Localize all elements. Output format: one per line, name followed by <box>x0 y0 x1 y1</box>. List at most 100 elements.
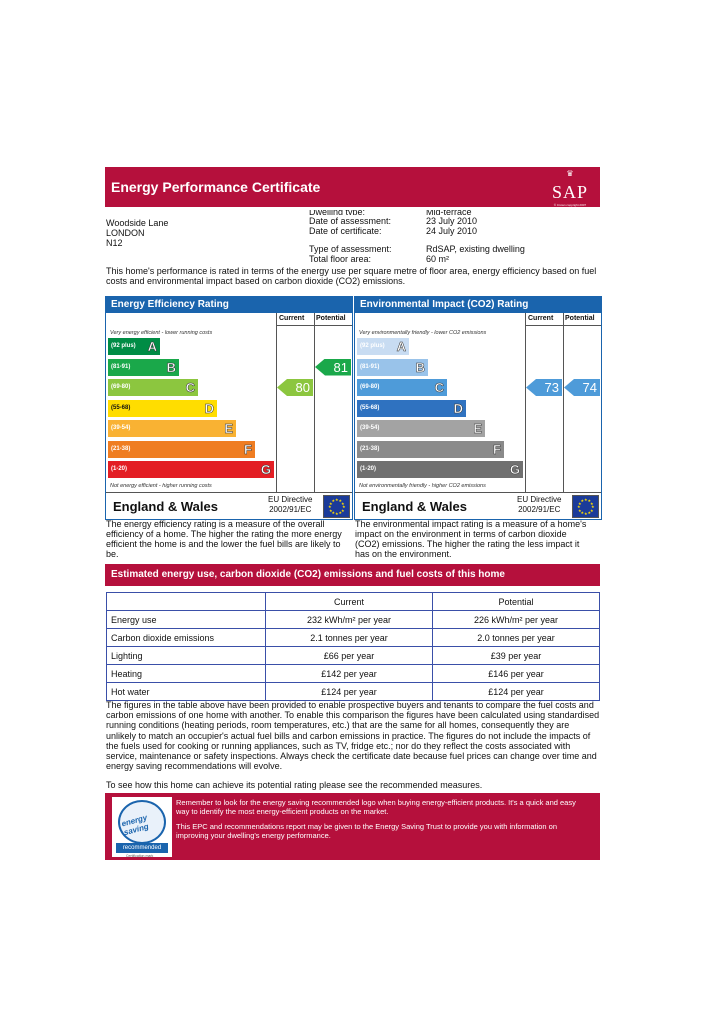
region-label: England & Wales <box>113 499 218 514</box>
eu-directive: EU Directive 2002/91/EC <box>268 495 312 515</box>
column-divider <box>525 313 526 492</box>
eu-star-icon: ★ <box>584 497 588 502</box>
eu-star-icon: ★ <box>577 507 582 513</box>
band-range: (21-38) <box>111 445 131 452</box>
eu-star-icon: ★ <box>590 507 594 513</box>
address-line: LONDON <box>106 228 145 238</box>
band-range: (55-68) <box>111 404 131 411</box>
rating-band-d: (55-68) D <box>357 399 466 417</box>
eu-star-icon: ★ <box>338 510 343 516</box>
potential-rating-arrow: 81 <box>315 358 351 376</box>
header-divider <box>276 325 352 326</box>
table-row: Heating £142 per year £146 per year <box>106 664 600 683</box>
sap-copyright: © Crown copyright 2007 <box>553 203 587 207</box>
current-rating-arrow: 73 <box>526 379 562 396</box>
potential-value: £39 per year <box>432 646 600 665</box>
potential-rating-arrow: 74 <box>564 379 600 396</box>
row-label: Hot water <box>106 682 266 701</box>
potential-value: £124 per year <box>432 682 600 701</box>
potential-value: 226 kWh/m² per year <box>432 610 600 629</box>
page-title: Energy Performance Certificate <box>111 179 321 195</box>
band-letter: D <box>453 400 463 416</box>
eu-directive-label: EU Directive <box>517 495 562 504</box>
assessment-details: Dwelling type: Mid-terrace Date of asses… <box>309 210 525 264</box>
rating-band-a: (92 plus) A <box>108 338 160 355</box>
table-header <box>106 592 266 611</box>
rating-band-b: (81-91) B <box>108 358 179 376</box>
row-label: Lighting <box>106 646 266 665</box>
column-divider <box>314 313 315 492</box>
eu-star-icon: ★ <box>584 511 588 516</box>
band-letter: B <box>415 359 425 375</box>
rating-band-c: (69-80) C <box>357 379 447 396</box>
eu-star-icon: ★ <box>341 507 345 513</box>
assessment-date-row: Date of assessment: 23 July 2010 <box>309 216 525 226</box>
table-row: Carbon dioxide emissions 2.1 tonnes per … <box>106 628 600 647</box>
row-label: Heating <box>106 664 266 683</box>
current-column-header: Current <box>279 315 305 322</box>
band-range: (39-54) <box>111 425 131 431</box>
footer-text: Remember to look for the energy saving r… <box>176 798 576 816</box>
eu-star-icon: ★ <box>590 500 594 506</box>
rating-band-g: (1-20) G <box>108 461 274 478</box>
band-range: (1-20) <box>111 466 128 472</box>
rating-band-a: (92 plus) A <box>357 338 409 355</box>
logo-cert-text: Certification mark <box>126 854 154 858</box>
band-range: (69-80) <box>360 384 380 390</box>
footer-text: This EPC and recommendations report may … <box>176 822 558 840</box>
certificate-date-row: Date of certificate: 24 July 2010 <box>309 226 525 236</box>
certificate-date-label: Date of certificate: <box>309 226 382 236</box>
current-value: 2.1 tonnes per year <box>265 628 433 647</box>
rating-band-g: (1-20) G <box>357 461 523 478</box>
column-divider <box>563 313 564 492</box>
environmental-impact-chart: Current Potential Very environmentally f… <box>355 313 601 492</box>
eu-directive-code: 2002/91/EC <box>518 505 561 514</box>
energy-efficiency-chart: Current Potential Very energy efficient … <box>106 313 352 492</box>
eu-star-icon: ★ <box>577 500 582 506</box>
band-letter: G <box>260 462 272 478</box>
sap-logo-text: SAP <box>551 182 589 202</box>
potential-value: £146 per year <box>432 664 600 683</box>
eu-star-icon: ★ <box>328 504 332 509</box>
eu-directive: EU Directive 2002/91/EC <box>517 495 561 515</box>
floor-area-value: 60 m² <box>426 254 450 264</box>
rating-band-f: (21-38) F <box>357 440 504 458</box>
band-range: (1-20) <box>360 466 377 472</box>
eu-star-icon: ★ <box>341 500 345 506</box>
panel-footer: England & Wales EU Directive 2002/91/EC … <box>106 492 352 520</box>
row-label: Energy use <box>106 610 266 629</box>
environmental-impact-title: Environmental Impact (CO2) Rating <box>355 297 601 313</box>
energy-saving-recommended-logo: energy saving recommended Certification … <box>112 797 172 858</box>
rating-band-d: (55-68) D <box>108 399 217 417</box>
current-value: £124 per year <box>265 682 433 701</box>
bottom-note: Not energy efficient - higher running co… <box>110 483 212 489</box>
dwelling-type-row: Dwelling type: Mid-terrace <box>309 210 525 215</box>
table-row: Lighting £66 per year £39 per year <box>106 646 600 665</box>
band-range: (69-80) <box>111 384 131 390</box>
address-line: N12 <box>106 238 123 248</box>
band-range: (21-38) <box>360 445 380 452</box>
table-header: Potential <box>432 592 600 611</box>
footer-banner: energy saving recommended Certification … <box>105 793 600 860</box>
floor-area-label: Total floor area: <box>309 254 372 264</box>
eu-star-icon: ★ <box>331 510 336 516</box>
dwelling-type-value: Mid-terrace <box>426 210 472 215</box>
table-header-row: Current Potential <box>106 592 600 611</box>
band-letter: F <box>244 441 252 457</box>
eu-star-icon: ★ <box>587 497 592 503</box>
recommendation-note: To see how this home can achieve its pot… <box>106 780 483 790</box>
current-column-header: Current <box>528 315 554 322</box>
table-row: Hot water £124 per year £124 per year <box>106 682 600 701</box>
band-range: (39-54) <box>360 425 380 431</box>
band-letter: A <box>147 339 157 355</box>
band-letter: A <box>396 339 406 355</box>
eu-star-icon: ★ <box>335 511 339 516</box>
band-letter: F <box>493 441 501 457</box>
address-line: Woodside Lane <box>106 218 169 228</box>
table-row: Energy use 232 kWh/m² per year 226 kWh/m… <box>106 610 600 629</box>
current-value: £142 per year <box>265 664 433 683</box>
header-divider <box>525 325 601 326</box>
eu-star-icon: ★ <box>591 504 595 509</box>
potential-column-header: Potential <box>316 315 346 322</box>
assessment-type-label: Type of assessment: <box>309 244 392 254</box>
